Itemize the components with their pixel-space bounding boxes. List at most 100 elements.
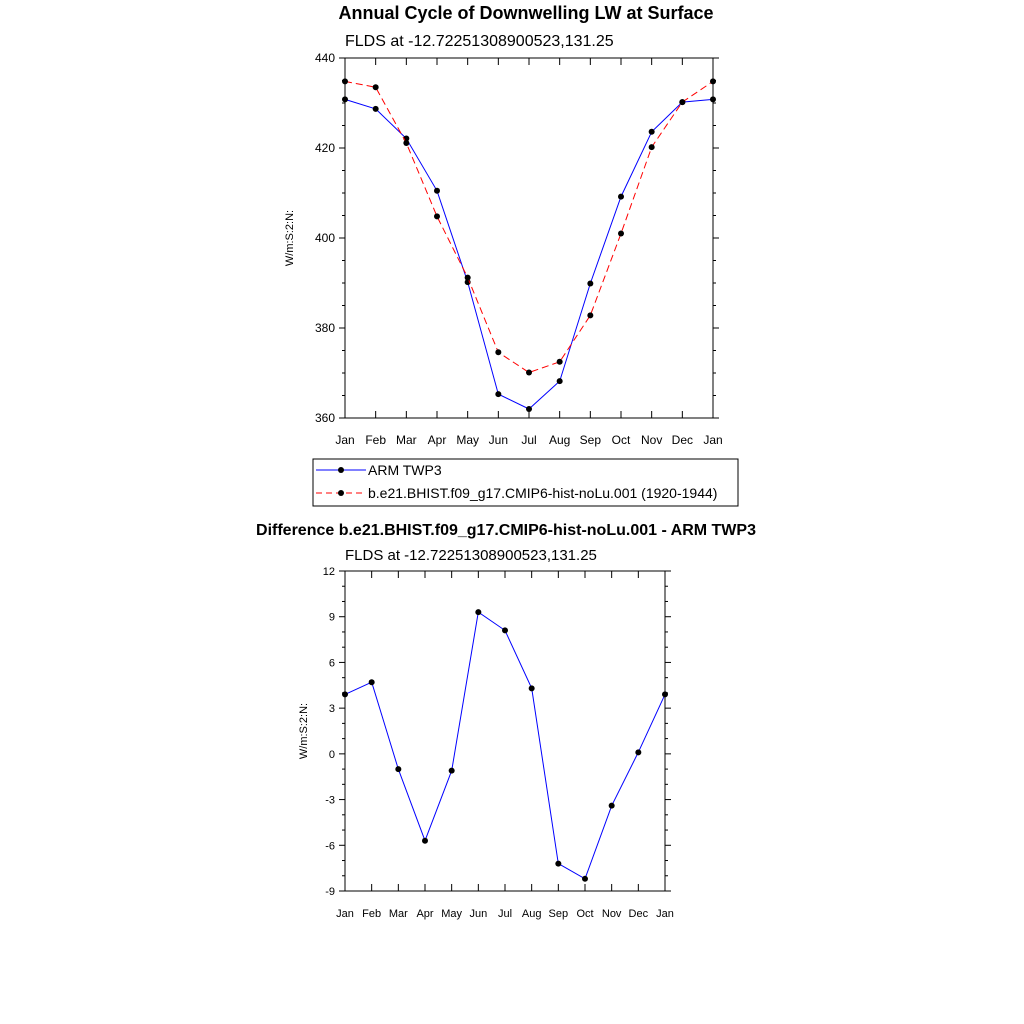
data-point-s0-5 — [495, 391, 502, 398]
data-point-s1-3 — [434, 213, 440, 220]
x-tick-label: Dec — [672, 433, 693, 447]
annual-cycle-chart: Annual Cycle of Downwelling LW at Surfac… — [284, 3, 739, 507]
x-tick-label: May — [456, 433, 479, 447]
legend-label-model: b.e21.BHIST.f09_g17.CMIP6-hist-noLu.001 … — [368, 485, 717, 501]
data-point-s0-7 — [556, 378, 563, 385]
x-tick-label: Sep — [549, 908, 569, 920]
data-point-s1-2 — [403, 140, 410, 147]
y-tick-label: 3 — [329, 703, 335, 715]
data-point-s0-11 — [635, 749, 642, 756]
chart1-plot-frame — [344, 57, 714, 419]
data-point-s0-7 — [528, 685, 535, 692]
legend-marker-arm — [338, 467, 344, 473]
y-tick-label: -9 — [325, 886, 335, 898]
chart2-y-tick-labels: -9 -6 -3 0 3 6 9 12 — [323, 566, 335, 898]
data-point-s0-6 — [526, 406, 532, 412]
legend-frame — [312, 458, 739, 507]
difference-chart: Difference b.e21.BHIST.f09_g17.CMIP6-his… — [256, 522, 756, 920]
chart1-y-tick-labels: 360 380 400 420 440 — [315, 51, 335, 425]
legend-label-arm: ARM TWP3 — [368, 462, 442, 478]
data-point-s0-4 — [448, 767, 455, 774]
data-point-s0-10 — [608, 802, 615, 809]
x-tick-label: Jan — [336, 908, 354, 920]
chart2-ticks — [339, 570, 671, 892]
x-tick-label: Nov — [641, 433, 662, 447]
data-point-s0-1 — [372, 105, 379, 112]
x-tick-label: Jan — [703, 433, 722, 447]
x-tick-label: Jun — [469, 908, 487, 920]
chart1-subtitle: FLDS at -12.72251308900523,131.25 — [345, 33, 614, 50]
x-tick-label: Jan — [335, 433, 354, 447]
data-point-s0-0 — [342, 691, 348, 698]
y-tick-label: 9 — [329, 612, 335, 624]
x-tick-label: Jun — [489, 433, 508, 447]
x-tick-label: Feb — [365, 433, 386, 447]
data-point-s0-12 — [662, 691, 668, 698]
chart1-ticks — [339, 57, 719, 419]
y-tick-label: 380 — [315, 321, 335, 335]
x-tick-label: May — [441, 908, 462, 920]
data-point-s0-9 — [582, 875, 588, 882]
x-tick-label: Apr — [416, 908, 433, 920]
data-point-s0-2 — [395, 766, 402, 773]
data-point-s1-1 — [372, 84, 379, 91]
chart1-x-tick-labels: Jan Feb Mar Apr May Jun Jul Aug Sep Oct Nov Dec Jan — [335, 433, 722, 447]
data-point-s0-3 — [422, 837, 428, 844]
x-tick-label: Jan — [656, 908, 674, 920]
data-point-s1-5 — [495, 349, 502, 356]
chart2-x-tick-labels: Jan Feb Mar Apr May Jun Jul Aug Sep Oct Nov Dec Jan — [336, 908, 674, 920]
chart2-title: Difference b.e21.BHIST.f09_g17.CMIP6-his… — [256, 522, 756, 539]
x-tick-label: Sep — [580, 433, 602, 447]
data-point-s0-6 — [502, 627, 508, 634]
legend-marker-model — [338, 490, 344, 496]
y-tick-label: 440 — [315, 51, 335, 65]
chart1-title: Annual Cycle of Downwelling LW at Surfac… — [338, 3, 713, 23]
chart2-series — [342, 609, 668, 882]
data-point-s0-3 — [434, 187, 440, 194]
data-point-s1-7 — [556, 358, 563, 365]
x-tick-label: Oct — [612, 433, 631, 447]
data-point-s0-8 — [555, 860, 562, 867]
data-point-s1-0 — [342, 78, 348, 85]
x-tick-label: Nov — [602, 908, 622, 920]
series-line-0 — [344, 611, 666, 880]
data-point-s0-8 — [587, 280, 594, 287]
chart2-y-axis-label: W/m:S:2:N: — [298, 703, 310, 759]
series-line-1 — [344, 80, 714, 374]
x-tick-label: Dec — [629, 908, 649, 920]
data-point-s1-10 — [648, 144, 655, 151]
y-tick-label: 400 — [315, 231, 335, 245]
data-point-s1-4 — [464, 274, 471, 281]
data-point-s0-1 — [368, 679, 375, 686]
chart2-subtitle: FLDS at -12.72251308900523,131.25 — [345, 547, 597, 564]
data-point-s0-9 — [618, 193, 624, 200]
chart2-plot-frame — [344, 570, 666, 892]
x-tick-label: Jul — [521, 433, 536, 447]
data-point-s0-5 — [475, 609, 482, 616]
data-point-s0-0 — [342, 96, 348, 103]
y-tick-label: -6 — [325, 840, 335, 852]
data-point-s0-12 — [710, 96, 716, 103]
x-tick-label: Apr — [428, 433, 447, 447]
y-tick-label: 420 — [315, 141, 335, 155]
data-point-s1-11 — [679, 99, 686, 106]
y-tick-label: -3 — [325, 795, 335, 807]
data-point-s1-8 — [587, 312, 594, 319]
x-tick-label: Mar — [389, 908, 408, 920]
chart1-series — [342, 78, 716, 412]
data-point-s1-9 — [618, 230, 624, 237]
data-point-s1-6 — [526, 369, 532, 376]
x-tick-label: Jul — [498, 908, 512, 920]
y-tick-label: 0 — [329, 749, 335, 761]
data-point-s1-12 — [710, 78, 716, 85]
data-point-s0-10 — [648, 128, 655, 135]
chart1-legend: ARM TWP3 b.e21.BHIST.f09_g17.CMIP6-hist-… — [312, 458, 739, 507]
x-tick-label: Aug — [522, 908, 542, 920]
x-tick-label: Mar — [396, 433, 417, 447]
x-tick-label: Feb — [362, 908, 381, 920]
x-tick-label: Aug — [549, 433, 570, 447]
x-tick-label: Oct — [576, 908, 593, 920]
series-line-0 — [344, 98, 714, 410]
y-tick-label: 12 — [323, 566, 335, 578]
